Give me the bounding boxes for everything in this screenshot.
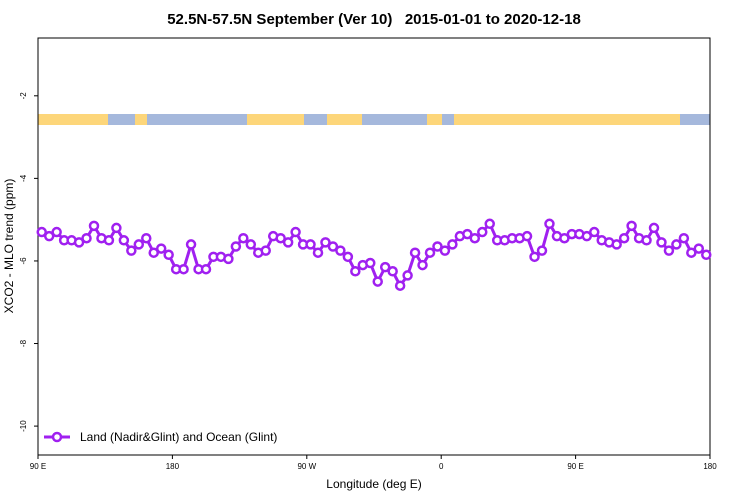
data-point	[118, 235, 130, 246]
data-point	[230, 241, 242, 252]
data-point	[439, 245, 451, 256]
data-point	[521, 230, 533, 242]
data-point	[260, 245, 271, 256]
data-point	[663, 245, 675, 256]
data-point	[581, 230, 593, 242]
data-point	[693, 243, 705, 254]
data-point	[559, 232, 570, 244]
data-point	[43, 230, 55, 242]
chart-title: 52.5N-57.5N September (Ver 10) 2015-01-0…	[167, 11, 581, 28]
data-point	[327, 241, 339, 252]
y-axis-label: XCO2 - MLO trend (ppm)	[2, 179, 16, 314]
data-point	[611, 239, 622, 250]
x-tick-label: 90 W	[297, 462, 316, 471]
data-point	[626, 220, 637, 232]
x-tick-label: 90 E	[30, 462, 46, 471]
data-point	[409, 247, 421, 258]
data-point	[223, 253, 234, 265]
data-point	[155, 243, 167, 254]
data-point	[185, 239, 197, 250]
data-point	[36, 226, 47, 238]
data-point	[290, 226, 301, 238]
data-point	[544, 218, 555, 230]
y-tick-label: -2	[19, 92, 28, 100]
legend-label: Land (Nadir&Glint) and Ocean (Glint)	[80, 430, 277, 444]
data-point	[402, 270, 413, 281]
x-axis-label: Longitude (deg E)	[326, 477, 421, 491]
data-point	[379, 261, 391, 273]
data-point	[335, 245, 346, 256]
data-point	[394, 280, 406, 291]
data-point	[618, 232, 630, 244]
land-ocean-strip	[38, 114, 710, 125]
data-point	[589, 226, 600, 238]
plot-frame	[37, 37, 711, 456]
y-tick-label: -10	[19, 420, 28, 432]
data-point	[148, 247, 159, 258]
data-point	[73, 237, 85, 248]
y-tick-label: -6	[19, 257, 28, 265]
data-point	[103, 235, 115, 246]
x-tick-label: 180	[166, 462, 180, 471]
data-point	[641, 235, 652, 246]
data-point	[245, 239, 257, 250]
data-point	[447, 239, 458, 250]
data-point	[678, 232, 690, 244]
data-point	[350, 266, 361, 277]
data-point	[126, 245, 137, 256]
data-point	[417, 259, 428, 271]
data-point	[424, 247, 436, 258]
data-point	[686, 247, 697, 258]
data-point	[275, 232, 286, 244]
data-point	[111, 222, 122, 234]
data-point	[529, 251, 540, 263]
series-line	[41, 220, 708, 289]
x-tick-label: 0	[439, 462, 444, 471]
x-tick-label: 90 E	[567, 462, 583, 471]
data-point	[671, 239, 682, 250]
data-point	[238, 232, 249, 244]
data-point	[51, 226, 62, 238]
data-point	[701, 249, 712, 261]
legend-marker	[51, 431, 63, 443]
y-tick-label: -8	[19, 339, 28, 347]
data-point	[81, 232, 92, 244]
data-point	[141, 232, 152, 244]
data-point	[282, 237, 294, 248]
data-point	[469, 232, 481, 244]
y-tick-label: -4	[19, 174, 28, 182]
data-point	[365, 257, 376, 269]
data-point	[462, 228, 473, 240]
x-tick-label: 180	[703, 462, 717, 471]
data-point	[133, 239, 145, 250]
data-point	[320, 237, 331, 248]
data-point	[88, 220, 100, 232]
data-point	[163, 249, 174, 261]
data-point	[536, 245, 548, 256]
data-point	[372, 276, 383, 287]
data-point	[648, 222, 660, 234]
data-point	[477, 226, 488, 238]
data-point	[656, 237, 667, 248]
data-point	[200, 263, 212, 275]
data-point	[387, 266, 398, 277]
data-point	[342, 251, 354, 263]
data-point	[432, 241, 443, 252]
data-point	[484, 218, 495, 230]
data-point	[178, 263, 189, 275]
data-point	[305, 239, 316, 250]
data-point	[312, 247, 324, 258]
